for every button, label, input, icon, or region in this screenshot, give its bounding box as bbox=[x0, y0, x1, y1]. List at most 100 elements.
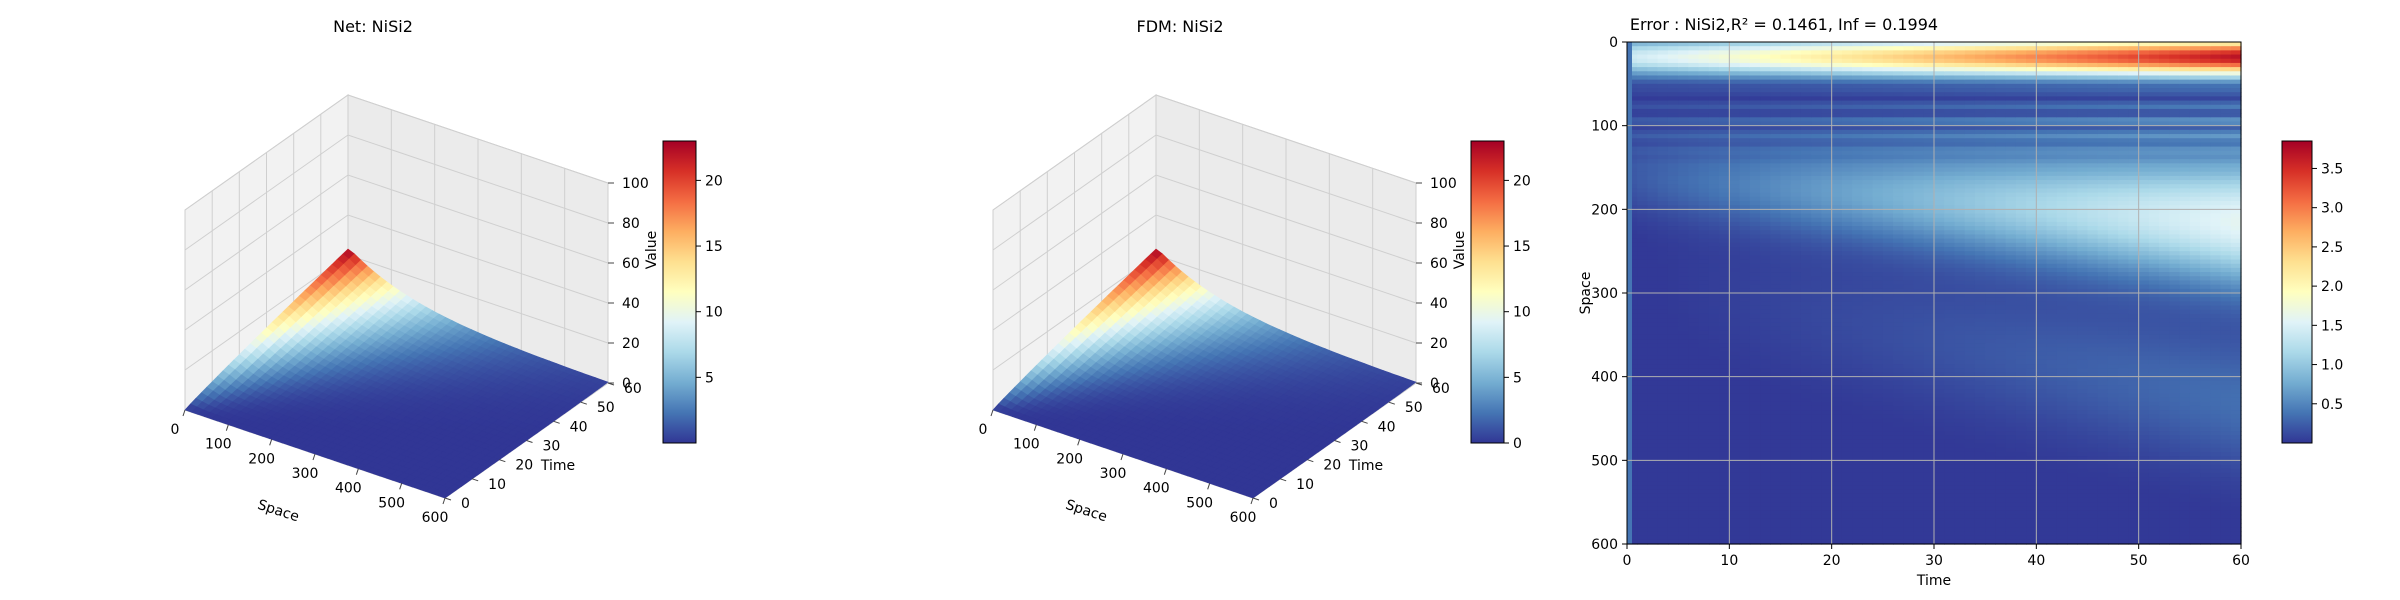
heatmap-cell bbox=[1719, 451, 1730, 457]
heatmap-cell bbox=[1790, 79, 1802, 85]
heatmap-cell bbox=[1729, 318, 1741, 323]
heatmap-cell bbox=[1800, 88, 1812, 93]
heatmap-cell bbox=[1821, 171, 1833, 177]
heatmap-cell bbox=[1739, 351, 1751, 357]
heatmap-cell bbox=[1637, 485, 1649, 491]
heatmap-cell bbox=[1780, 393, 1792, 399]
heatmap-cell bbox=[1790, 251, 1802, 256]
heatmap-cell bbox=[1780, 88, 1792, 93]
heatmap-cell bbox=[1698, 213, 1710, 219]
heatmap-cell bbox=[1770, 401, 1782, 407]
heatmap-cell bbox=[1821, 75, 1833, 81]
heatmap-cell bbox=[1760, 83, 1771, 89]
heatmap-cell bbox=[1739, 355, 1751, 361]
heatmap-cell bbox=[1657, 284, 1669, 290]
heatmap-cell bbox=[1698, 439, 1710, 445]
heatmap-cell bbox=[1667, 175, 1679, 181]
heatmap-cell bbox=[1688, 263, 1700, 269]
heatmap-cell bbox=[1811, 83, 1823, 89]
heatmap-cell bbox=[1811, 79, 1823, 85]
heatmap-cell bbox=[1688, 514, 1700, 520]
heatmap-cell bbox=[1739, 192, 1751, 198]
heatmap-cell bbox=[1790, 293, 1802, 298]
heatmap-cell bbox=[1698, 138, 1710, 143]
heatmap-cell bbox=[1760, 481, 1771, 487]
heatmap-cell bbox=[1647, 263, 1659, 269]
heatmap-cell bbox=[1708, 188, 1720, 194]
heatmap-cell bbox=[1637, 104, 1649, 110]
heatmap-cell bbox=[1678, 460, 1689, 466]
heatmap-cell bbox=[1698, 246, 1710, 252]
heatmap-cell bbox=[1637, 96, 1649, 102]
x-tick-label: 500 bbox=[378, 495, 405, 511]
heatmap-cell bbox=[1729, 343, 1741, 348]
heatmap-cell bbox=[1749, 376, 1761, 382]
heatmap-cell bbox=[1688, 104, 1700, 110]
heatmap-cell bbox=[1780, 410, 1792, 415]
heatmap-cell bbox=[1729, 200, 1741, 206]
heatmap-cell bbox=[1800, 347, 1812, 353]
heatmap-cell bbox=[1678, 184, 1689, 190]
heatmap-cell bbox=[1657, 75, 1669, 81]
heatmap-cell bbox=[1739, 276, 1751, 282]
heatmap-cell bbox=[1811, 175, 1823, 181]
heatmap-cell bbox=[1770, 71, 1782, 77]
heatmap-cell bbox=[1647, 426, 1659, 432]
heatmap-cell bbox=[1667, 355, 1679, 361]
heatmap-cell bbox=[1800, 83, 1812, 89]
heatmap-cell bbox=[1800, 154, 1812, 160]
heatmap-cell bbox=[1811, 100, 1823, 106]
heatmap-cell bbox=[1657, 364, 1669, 369]
x-tick-label: 0 bbox=[979, 422, 988, 438]
heatmap-cell bbox=[1667, 293, 1679, 298]
heatmap-cell bbox=[1760, 167, 1771, 173]
y-tick-label: 20 bbox=[1323, 458, 1341, 474]
y-axis-label: Time bbox=[1348, 458, 1383, 474]
heatmap-cell bbox=[1647, 460, 1659, 466]
heatmap-cell bbox=[1739, 364, 1751, 369]
heatmap-cell bbox=[1637, 468, 1649, 474]
heatmap-cell bbox=[1760, 359, 1771, 365]
heatmap-cell bbox=[1790, 125, 1802, 131]
heatmap-cell bbox=[1647, 142, 1659, 148]
x-tick bbox=[1033, 424, 1037, 431]
heatmap-cell bbox=[1688, 418, 1700, 424]
heatmap-cell bbox=[1667, 326, 1679, 332]
heatmap-cell bbox=[1719, 397, 1730, 403]
heatmap-cell bbox=[1800, 263, 1812, 269]
x-tick bbox=[1120, 453, 1124, 461]
heatmap-cell bbox=[1749, 226, 1761, 231]
heatmap-cell bbox=[1831, 108, 1843, 114]
heatmap-cell bbox=[1657, 322, 1669, 328]
x-tick-label: 100 bbox=[1013, 437, 1040, 453]
heatmap-cell bbox=[1729, 230, 1741, 236]
heatmap-cell bbox=[1667, 351, 1679, 357]
heatmap-cell bbox=[1811, 334, 1823, 340]
heatmap-cell bbox=[1770, 255, 1782, 261]
heatmap-cell bbox=[1780, 125, 1792, 131]
heatmap-cell bbox=[1821, 154, 1833, 160]
heatmap-cell bbox=[1708, 246, 1720, 252]
heatmap-cell bbox=[1647, 364, 1659, 369]
heatmap-cell bbox=[1667, 230, 1679, 236]
heatmap-cell bbox=[1708, 255, 1720, 261]
heatmap-cell bbox=[1678, 359, 1689, 365]
heatmap-cell bbox=[1637, 180, 1649, 185]
heatmap-cell bbox=[1811, 188, 1823, 194]
heatmap-cell bbox=[1780, 422, 1792, 428]
heatmap-cell bbox=[1821, 393, 1833, 399]
heatmap-cell bbox=[1811, 318, 1823, 323]
heatmap-cell bbox=[1739, 62, 1751, 68]
heatmap-cell bbox=[1821, 343, 1833, 348]
heatmap-cell bbox=[1667, 108, 1679, 114]
heatmap-cell bbox=[1647, 238, 1659, 244]
heatmap-cell bbox=[1770, 414, 1782, 420]
heatmap-cell bbox=[1749, 71, 1761, 77]
heatmap-cell bbox=[1667, 493, 1679, 499]
heatmap-cell bbox=[1749, 414, 1761, 420]
heatmap-cell bbox=[1790, 196, 1802, 202]
heatmap-cell bbox=[1698, 251, 1710, 256]
heatmap-cell bbox=[1667, 163, 1679, 169]
heatmap-cell bbox=[1719, 46, 1730, 51]
heatmap-cell bbox=[1739, 159, 1751, 164]
